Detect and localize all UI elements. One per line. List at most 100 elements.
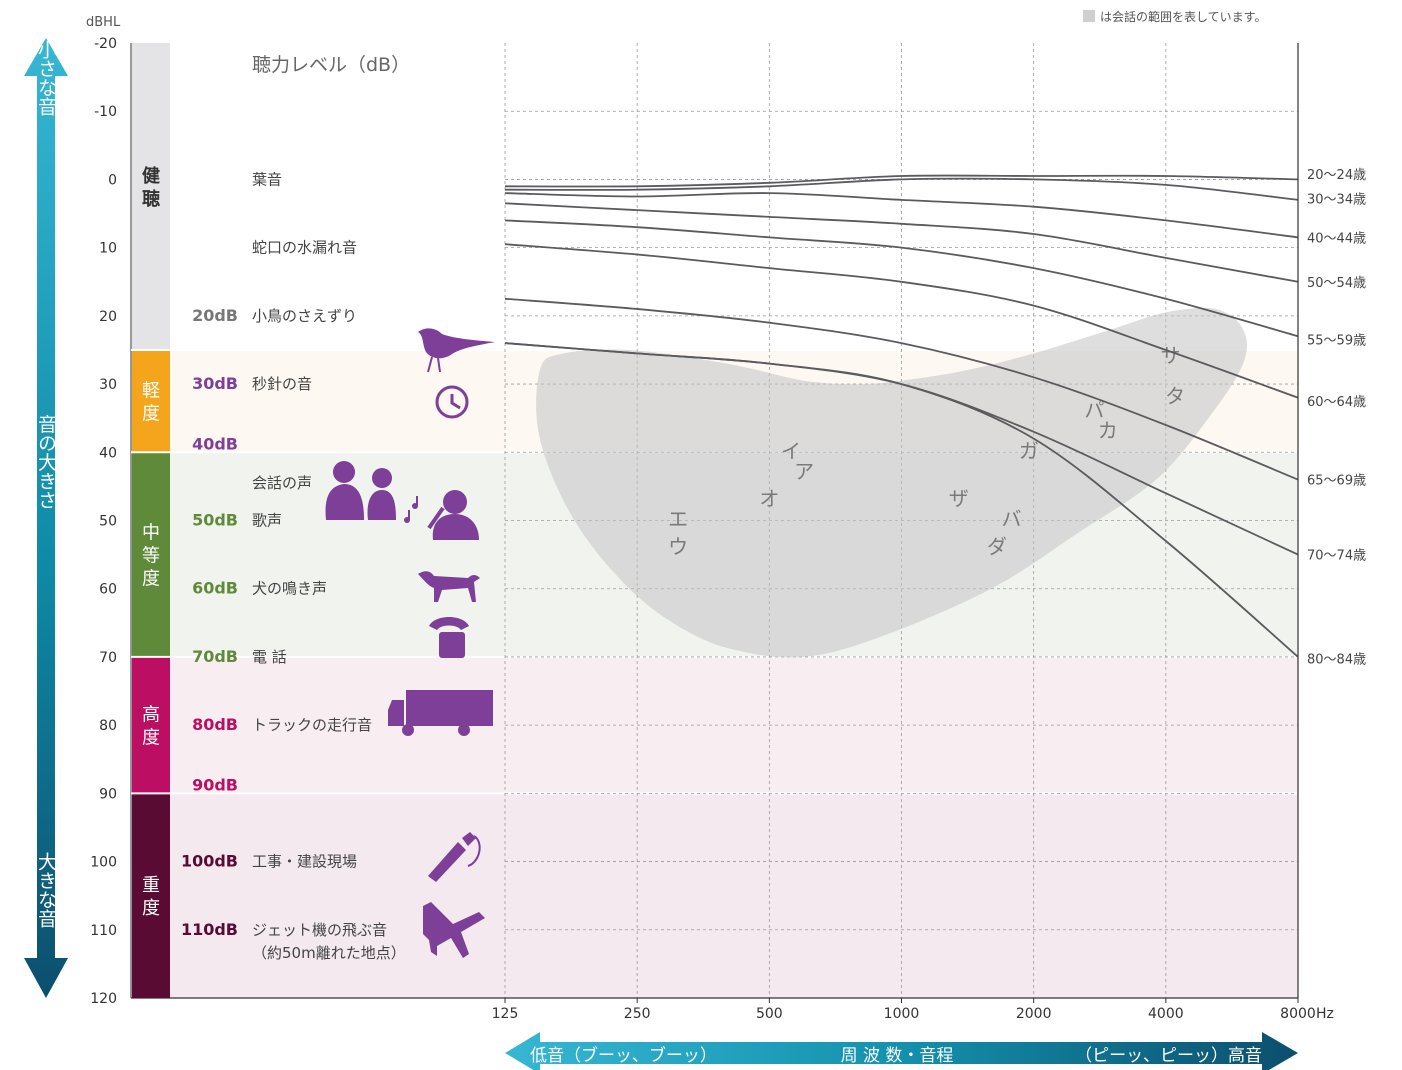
- arrow-label-loud: 大きな音: [35, 852, 57, 928]
- drill-body: [428, 842, 466, 882]
- arrow-label-high: （ピーッ、ピーッ）高音: [1075, 1046, 1262, 1066]
- dog-shape: [418, 571, 480, 602]
- bird-body: [418, 328, 495, 359]
- y-tick-label: -10: [94, 104, 117, 120]
- arrow-label-loudness: 音の大きさ: [35, 414, 57, 509]
- example-text: 犬の鳴き声: [252, 580, 327, 598]
- x-tick-label: 2000: [1016, 1006, 1052, 1022]
- age-curve-5: [504, 243, 1299, 399]
- category-label-char: 度: [142, 898, 160, 919]
- jet-shape: [423, 902, 485, 958]
- drill-cord: [467, 835, 481, 867]
- phoneme-label: ウ: [668, 534, 688, 558]
- age-curve-0: [504, 174, 1299, 188]
- y-tick-label: 60: [99, 582, 117, 598]
- category-label-char: 等: [142, 546, 160, 567]
- db-label: 80dB: [192, 715, 238, 734]
- x-tick-label: 8000: [1280, 1006, 1316, 1022]
- example-text: トラックの走行音: [252, 716, 372, 734]
- series-label: 60〜64歳: [1307, 395, 1366, 410]
- severity-band-0: [131, 43, 1298, 350]
- severity-band-3: [131, 656, 1298, 794]
- db-label: 30dB: [192, 374, 238, 393]
- y-tick-label: 0: [108, 172, 117, 188]
- example-text: 会話の声: [252, 474, 312, 492]
- frequency-arrow: 低音（ブーッ、ブーッ） 周 波 数・音程 （ピーッ、ピーッ）高音: [505, 1032, 1298, 1070]
- phoneme-label: イ: [781, 439, 801, 463]
- age-curve-3: [504, 202, 1299, 283]
- conversation-icon: [325, 461, 396, 520]
- person-head-2: [372, 468, 392, 488]
- category-label-char: 中: [142, 523, 160, 544]
- phoneme-label: オ: [759, 487, 779, 511]
- series-label: 20〜24歳: [1307, 168, 1366, 183]
- db-label: 70dB: [192, 647, 238, 666]
- truck-cargo: [406, 690, 493, 726]
- plot-frame: [130, 43, 1299, 999]
- series-label: 50〜54歳: [1307, 276, 1366, 291]
- bird-icon: [418, 328, 495, 373]
- phone-base: [439, 632, 465, 658]
- series-label: 55〜59歳: [1307, 334, 1366, 349]
- age-curves: [504, 174, 1299, 658]
- category-block-1: [132, 349, 170, 453]
- example-text: 秒針の音: [252, 375, 312, 393]
- series-label: 70〜74歳: [1307, 549, 1366, 564]
- chart-heading: 聴力レベル（dB）: [252, 54, 410, 76]
- x-axis-ticks: 125 250 500 1000 2000 4000 8000 Hz: [492, 998, 1334, 1022]
- truck-icon: [388, 690, 493, 736]
- telephone-icon: [429, 617, 469, 658]
- series-label: 65〜69歳: [1307, 474, 1366, 489]
- x-tick-label: 4000: [1148, 1006, 1184, 1022]
- truck-wheel-rear: [458, 724, 470, 736]
- example-text: 歌声: [252, 512, 282, 530]
- drill-icon: [428, 832, 481, 882]
- series-label: 40〜44歳: [1307, 231, 1366, 246]
- speech-banana-area: [536, 307, 1248, 658]
- person-body-2: [367, 490, 396, 520]
- legend-swatch: [1083, 10, 1095, 22]
- phoneme-label: パ: [1084, 398, 1104, 422]
- example-text: 電 話: [252, 648, 287, 666]
- boundary-db-label: 40dB: [192, 434, 238, 453]
- example-text: 葉音: [252, 170, 282, 188]
- y-tick-label: 80: [99, 718, 117, 734]
- singer-icon: [404, 490, 479, 540]
- dog-icon: [418, 571, 480, 602]
- category-label-char: 聴: [142, 189, 160, 210]
- db-label: 60dB: [192, 579, 238, 598]
- arrow-label-quiet: 小さな音: [35, 40, 57, 116]
- clock-hands: [450, 394, 461, 410]
- example-text: ジェット機の飛ぶ音: [252, 921, 387, 939]
- singer-mic: [427, 506, 445, 530]
- age-curve-6: [504, 297, 1299, 481]
- x-unit-label: Hz: [1316, 1006, 1334, 1022]
- y-tick-label: 100: [90, 855, 117, 871]
- category-block-2: [132, 452, 170, 657]
- speech-banana-shape: [536, 307, 1248, 658]
- phone-handset: [429, 617, 469, 630]
- loudness-arrow: 小さな音 音の大きさ 大きな音: [24, 38, 68, 998]
- db-label: 100dB: [181, 852, 238, 871]
- singer-body: [432, 514, 479, 540]
- phoneme-label: サ: [1161, 343, 1181, 367]
- bird-legs: [427, 356, 441, 373]
- arrow-label-low: 低音（ブーッ、ブーッ）: [530, 1045, 717, 1066]
- phoneme-label: カ: [1098, 418, 1118, 442]
- y-tick-label: 110: [90, 923, 117, 939]
- phoneme-label: エ: [668, 507, 688, 531]
- truck-cab: [388, 700, 404, 726]
- phoneme-label: ザ: [949, 487, 969, 511]
- jet-icon: [423, 902, 485, 958]
- category-block-0: [132, 43, 170, 350]
- series-labels: 20〜24歳 30〜34歳 40〜44歳 50〜54歳 55〜59歳 60〜64歳 65〜6…: [1307, 168, 1366, 667]
- series-label: 30〜34歳: [1307, 193, 1366, 208]
- x-tick-label: 1000: [884, 1006, 920, 1022]
- category-label-char: 健: [142, 165, 160, 187]
- age-curve-4: [504, 219, 1299, 338]
- phoneme-label: ダ: [987, 534, 1007, 558]
- person-body-1: [325, 484, 364, 520]
